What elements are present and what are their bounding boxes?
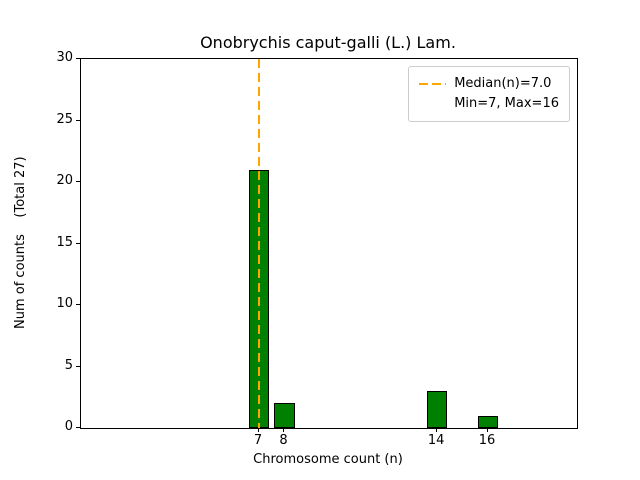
x-tick <box>283 428 285 432</box>
y-tick <box>76 119 80 121</box>
legend-entry-minmax: Min=7, Max=16 <box>419 94 559 114</box>
y-axis-label: Num of counts (Total 27) <box>13 156 28 329</box>
legend: Median(n)=7.0 Min=7, Max=16 <box>408 66 570 122</box>
y-tick <box>76 242 80 244</box>
x-tick <box>436 428 438 432</box>
legend-minmax-label: Min=7, Max=16 <box>454 96 559 111</box>
x-tick-label: 16 <box>478 433 496 448</box>
bar <box>426 391 448 428</box>
x-tick <box>486 428 488 432</box>
y-tick-label: 25 <box>56 111 73 127</box>
y-tick-label: 10 <box>56 296 73 311</box>
x-tick-label: 14 <box>427 433 445 448</box>
y-tick <box>76 58 80 59</box>
y-tick <box>76 365 80 367</box>
y-tick <box>76 181 80 182</box>
bar <box>477 415 499 428</box>
legend-median-label: Median(n)=7.0 <box>454 76 552 91</box>
chart-title: Onobrychis caput-galli (L.) Lam. <box>200 33 456 52</box>
bar <box>274 403 295 428</box>
x-tick-label: 8 <box>279 433 288 448</box>
plot-area: Median(n)=7.0 Min=7, Max=16 <box>80 58 578 429</box>
legend-entry-median: Median(n)=7.0 <box>419 74 559 94</box>
y-tick-label: 0 <box>64 419 73 434</box>
y-tick-label: 5 <box>64 357 73 373</box>
y-tick-label: 20 <box>56 173 73 188</box>
median-line <box>258 59 261 428</box>
x-tick <box>258 428 260 432</box>
legend-sample-spacer <box>419 103 446 105</box>
x-tick-label: 7 <box>253 433 263 448</box>
median-dashed-line-icon <box>419 83 447 85</box>
y-tick <box>76 304 80 305</box>
y-tick-label: 30 <box>56 50 73 65</box>
y-tick <box>76 427 80 428</box>
y-tick-label: 15 <box>56 234 73 250</box>
x-axis-label: Chromosome count (n) <box>253 452 403 467</box>
